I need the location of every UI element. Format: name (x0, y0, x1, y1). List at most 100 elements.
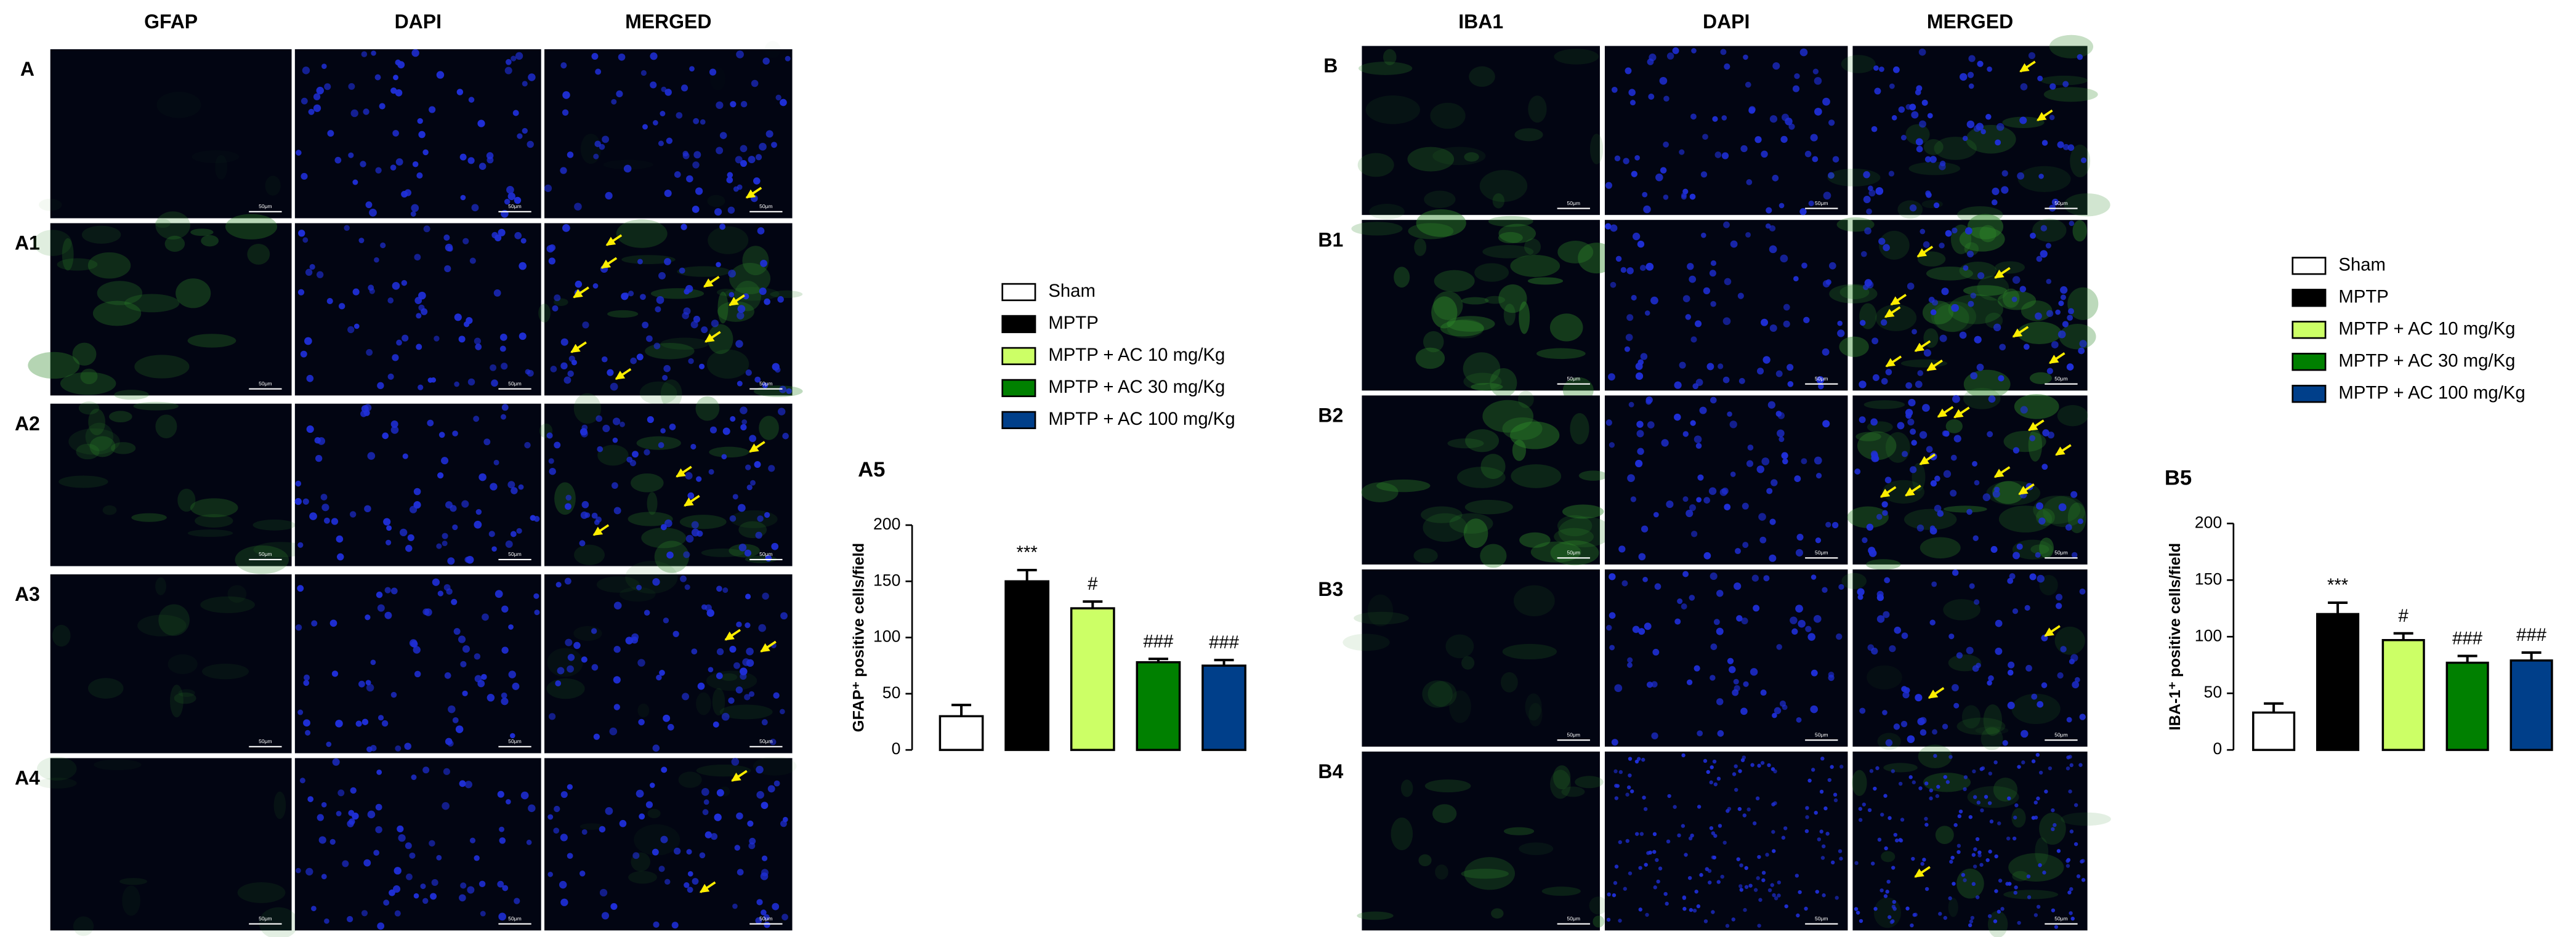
green-stain (131, 513, 167, 522)
green-stain (158, 604, 190, 636)
nucleus (1629, 100, 1636, 106)
green-stain (1527, 277, 1564, 285)
nucleus (1820, 856, 1825, 860)
nucleus (520, 791, 529, 800)
nucleus (1710, 396, 1717, 404)
nucleus (1882, 710, 1888, 715)
nucleus (305, 268, 313, 276)
nucleus (613, 676, 621, 684)
nucleus (1723, 221, 1730, 228)
green-stain (709, 446, 749, 458)
nucleus (772, 363, 780, 371)
nucleus (2019, 116, 2027, 124)
nucleus (1629, 789, 1634, 794)
nucleus (1660, 167, 1667, 174)
nucleus (650, 52, 658, 60)
nucleus (1833, 798, 1838, 803)
micrograph-background (50, 574, 292, 754)
nucleus (335, 720, 343, 728)
nucleus (658, 271, 666, 279)
nucleus (1659, 76, 1668, 85)
nucleus (1923, 241, 1930, 248)
nucleus (2041, 140, 2048, 146)
nucleus (1952, 684, 1959, 691)
nucleus (1927, 113, 1933, 119)
nucleus (1639, 265, 1646, 271)
nucleus (546, 244, 554, 253)
nucleus (526, 839, 532, 845)
nucleus (687, 492, 695, 499)
nucleus (1875, 187, 1884, 195)
nucleus (568, 355, 575, 362)
green-stain (1883, 763, 1918, 773)
nucleus (1642, 795, 1646, 800)
nucleus (2038, 863, 2042, 867)
nucleus (755, 917, 762, 924)
nucleus (334, 156, 342, 164)
nucleus (780, 709, 785, 715)
nucleus (770, 738, 777, 746)
nucleus (410, 211, 416, 217)
nucleus (1994, 889, 1998, 893)
nucleus (1758, 898, 1762, 902)
nucleus (676, 112, 683, 119)
nucleus (1827, 778, 1832, 782)
nucleus (2028, 52, 2036, 59)
nucleus (1740, 707, 1748, 715)
scale-bar-label: 50μm (259, 738, 272, 744)
nucleus (1924, 156, 1931, 163)
green-stain (80, 368, 98, 385)
nucleus (1917, 370, 1924, 376)
nucleus (1997, 909, 2001, 914)
micrograph: 50μm (1827, 34, 2110, 223)
nucleus (2020, 406, 2028, 414)
nucleus (599, 826, 606, 833)
nucleus (2038, 174, 2044, 179)
nucleus (1690, 113, 1697, 120)
nucleus (1956, 850, 1961, 855)
legend-label: MPTP + AC 10 mg/Kg (2338, 319, 2515, 339)
nucleus (1696, 904, 1701, 909)
nucleus (1971, 882, 1976, 887)
nucleus (618, 53, 626, 61)
nucleus (2041, 682, 2048, 688)
nucleus (1735, 548, 1741, 555)
nucleus (475, 509, 482, 515)
nucleus (493, 459, 499, 465)
green-stain (2043, 87, 2098, 102)
nucleus (326, 741, 332, 747)
green-stain (1879, 230, 1910, 260)
nucleus (411, 49, 419, 57)
nucleus (1912, 329, 1917, 335)
nucleus (1812, 68, 1819, 74)
nucleus (733, 186, 739, 192)
nucleus (727, 172, 733, 179)
bar (939, 715, 984, 751)
nucleus (1746, 807, 1751, 812)
nucleus (1734, 764, 1738, 768)
green-stain (1449, 513, 1493, 534)
green-stain (38, 198, 62, 211)
nucleus (684, 288, 690, 295)
nucleus (469, 257, 476, 264)
nucleus (1901, 451, 1908, 457)
nucleus (650, 81, 657, 89)
nucleus (417, 118, 423, 124)
nucleus (2006, 836, 2011, 841)
nucleus (399, 528, 408, 537)
nucleus (2068, 308, 2074, 315)
nucleus (652, 744, 660, 752)
nucleus (1867, 185, 1873, 191)
green-stain (1502, 643, 1557, 660)
nucleus (1935, 794, 1940, 798)
nucleus (1985, 858, 1990, 863)
nucleus (413, 488, 421, 496)
micrograph: 50μm (1604, 569, 1848, 747)
nucleus (499, 826, 504, 832)
nucleus (1775, 411, 1782, 417)
nucleus (1893, 832, 1898, 837)
nucleus (508, 624, 514, 630)
nucleus (1974, 599, 1980, 605)
significance-label: ### (2452, 629, 2483, 649)
nucleus (504, 66, 512, 74)
